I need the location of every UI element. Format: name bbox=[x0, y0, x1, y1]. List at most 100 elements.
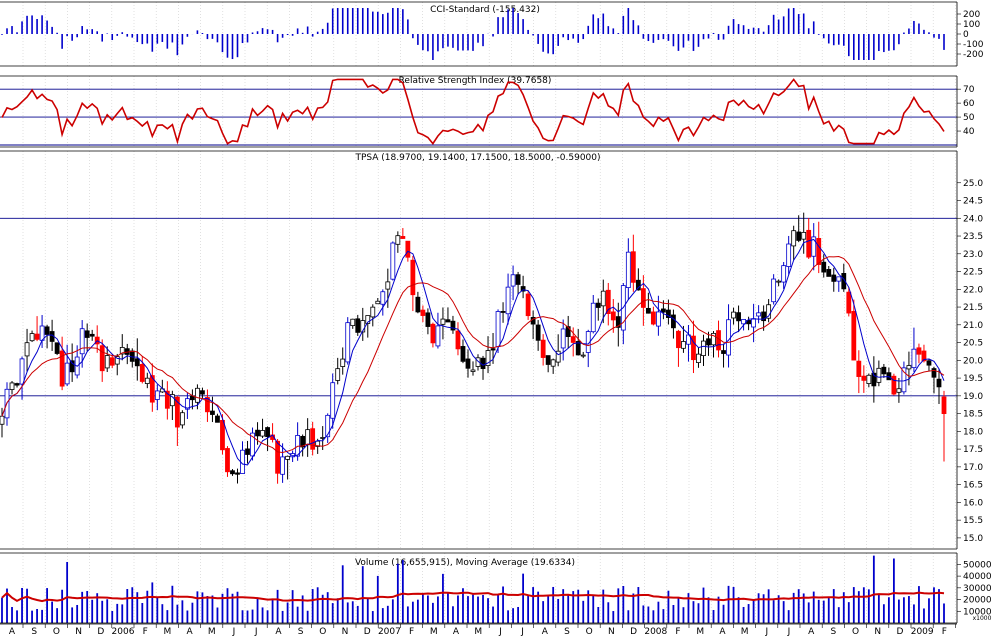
candle-body bbox=[275, 440, 280, 474]
price-tick-label: 25.0 bbox=[963, 179, 983, 189]
price-tick-label: 21.0 bbox=[963, 321, 983, 331]
candle-body bbox=[771, 278, 777, 303]
volume-tick-label: 20000 bbox=[963, 596, 992, 606]
x-tick-label: M bbox=[164, 627, 172, 637]
candle-body bbox=[14, 383, 20, 386]
candle-body bbox=[686, 334, 691, 345]
rsi-title: Relative Strength Index (39.7658) bbox=[399, 76, 552, 86]
candle-body bbox=[866, 374, 872, 384]
candle-body bbox=[205, 397, 210, 413]
price-tick-label: 23.0 bbox=[963, 250, 983, 260]
candle-body bbox=[255, 429, 260, 437]
candlesticks bbox=[0, 212, 947, 484]
candle-body bbox=[941, 396, 947, 414]
cci-tick-label: 0 bbox=[963, 30, 969, 40]
volume-panel: Volume (16,655,915), Moving Average (19.… bbox=[1, 555, 992, 623]
candle-body bbox=[335, 368, 341, 381]
candle-body bbox=[756, 312, 762, 317]
candle-body bbox=[210, 410, 215, 415]
x-tick-label: A bbox=[187, 627, 194, 637]
cci-title: CCI-Standard (-155.432) bbox=[430, 5, 540, 15]
candle-body bbox=[445, 319, 451, 323]
cci-tick-label: 100 bbox=[963, 20, 980, 30]
x-tick-label: J bbox=[520, 627, 524, 637]
candle-body bbox=[69, 360, 75, 373]
price-tick-label: 22.5 bbox=[963, 268, 983, 278]
candle-body bbox=[405, 240, 411, 258]
candle-body bbox=[164, 390, 170, 409]
candle-body bbox=[305, 429, 311, 446]
candle-body bbox=[821, 261, 827, 273]
candle-body bbox=[179, 412, 185, 426]
candle-body bbox=[851, 310, 857, 361]
x-tick-label: M bbox=[741, 627, 749, 637]
candle-body bbox=[59, 350, 65, 387]
candle-body bbox=[134, 358, 140, 367]
x-tick-label: J bbox=[787, 627, 791, 637]
rsi-tick-label: 50 bbox=[963, 113, 975, 123]
candle-body bbox=[841, 273, 847, 290]
candle-body bbox=[515, 274, 521, 285]
x-tick-label: O bbox=[852, 627, 859, 637]
candle-body bbox=[640, 288, 646, 308]
x-tick-label: A bbox=[9, 627, 16, 637]
candle-body bbox=[625, 251, 631, 288]
candle-body bbox=[390, 242, 396, 280]
x-axis: A S O N D 2006 F M A M J J A S O N D 2007 F M A M J J A S O N D 2008 F… bbox=[0, 623, 957, 637]
price-tick-label: 24.5 bbox=[963, 197, 983, 207]
candle-body bbox=[485, 350, 491, 366]
candle-body bbox=[550, 359, 556, 367]
candle-body bbox=[776, 280, 782, 283]
candle-body bbox=[655, 311, 661, 327]
cci-tick-label: 200 bbox=[963, 10, 980, 20]
candle-body bbox=[370, 306, 376, 318]
x-tick-label: S bbox=[831, 627, 837, 637]
candle-body bbox=[260, 430, 265, 437]
cci-tick-label: -200 bbox=[963, 50, 984, 60]
candle-body bbox=[375, 300, 381, 305]
candle-body bbox=[666, 309, 671, 318]
candle-body bbox=[0, 415, 5, 425]
candle-body bbox=[635, 279, 641, 291]
price-tick-label: 22.0 bbox=[963, 285, 983, 295]
candle-body bbox=[310, 428, 316, 450]
candle-body bbox=[215, 415, 220, 423]
candle-body bbox=[320, 437, 326, 439]
rsi-line bbox=[1, 78, 945, 145]
candle-body bbox=[400, 236, 406, 239]
candle-body bbox=[876, 367, 882, 383]
x-tick-label: A bbox=[275, 627, 282, 637]
candle-body bbox=[630, 251, 636, 283]
candle-body bbox=[300, 435, 306, 448]
candle-body bbox=[781, 265, 787, 283]
price-tick-label: 19.5 bbox=[963, 374, 983, 384]
candle-body bbox=[355, 318, 361, 333]
candle-body bbox=[921, 350, 927, 362]
price-tick-label: 23.5 bbox=[963, 232, 983, 242]
grid bbox=[22, 2, 956, 623]
x-tick-label: D bbox=[364, 627, 371, 637]
panel-frames bbox=[0, 1, 958, 624]
candle-body bbox=[565, 326, 571, 338]
candle-body bbox=[545, 355, 551, 365]
candle-body bbox=[741, 318, 746, 325]
price-tick-label: 17.5 bbox=[963, 445, 983, 455]
candle-body bbox=[245, 448, 250, 455]
candle-body bbox=[380, 291, 386, 305]
candle-body bbox=[200, 390, 205, 395]
candle-body bbox=[169, 394, 175, 407]
candle-body bbox=[751, 318, 756, 328]
candle-body bbox=[701, 340, 706, 357]
candle-body bbox=[595, 302, 601, 308]
candle-body bbox=[420, 309, 426, 316]
candle-body bbox=[144, 377, 150, 384]
candle-body bbox=[721, 350, 726, 354]
candle-body bbox=[871, 372, 877, 387]
rsi-reference-lines bbox=[0, 88, 957, 146]
candle-body bbox=[540, 339, 546, 358]
candle-body bbox=[114, 356, 120, 365]
candle-body bbox=[696, 353, 701, 363]
candle-body bbox=[806, 229, 812, 258]
price-tick-label: 19.0 bbox=[963, 392, 983, 402]
